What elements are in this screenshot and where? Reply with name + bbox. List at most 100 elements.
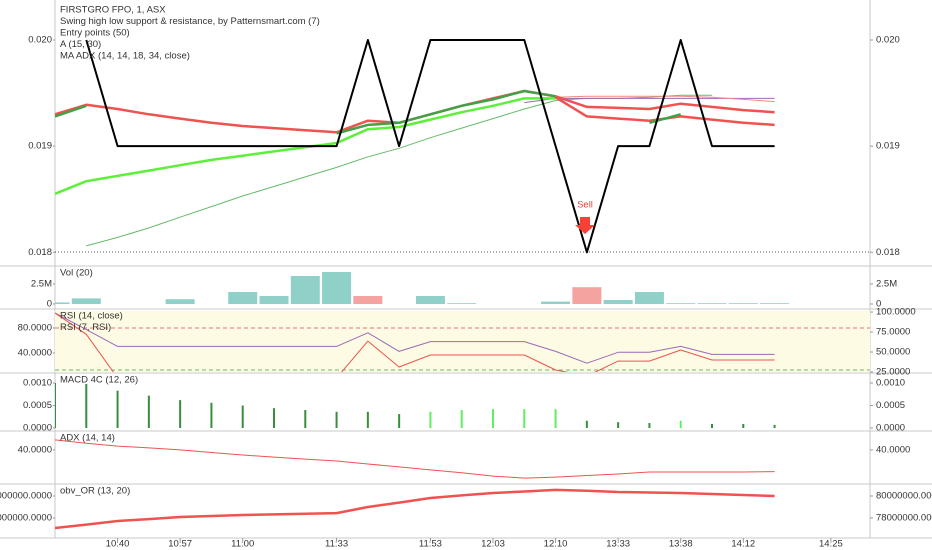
y-tick-label: 80000000.0000 (0, 491, 52, 502)
bar (773, 424, 776, 429)
y-tick-label: 40.0000 (18, 348, 52, 359)
legend-label: MACD 4C (12, 26) (60, 375, 138, 386)
bar (85, 383, 88, 429)
bar (541, 301, 571, 304)
bar (353, 296, 383, 304)
x-tick-label: 13:33 (606, 539, 630, 550)
y-tick-label: 0.020 (28, 35, 52, 46)
y-tick-label: 80.0000 (18, 323, 52, 334)
legend-label: Entry points (50) (60, 28, 130, 39)
y-tick-label: 0.0005 (23, 400, 52, 411)
y-tick-label: 78000000.0000 (0, 513, 52, 524)
series-line (55, 312, 775, 372)
series-line (85, 39, 775, 254)
y-tick-label-right: 0.019 (876, 141, 900, 152)
y-tick-label: 0.018 (28, 247, 52, 258)
bar (322, 272, 352, 304)
bar (116, 390, 119, 429)
x-tick-label: 11:33 (325, 539, 348, 550)
bar (760, 303, 790, 304)
chart-title: FIRSTGRO FPO, 1, ASX (60, 5, 166, 16)
y-tick-label-right: 2.5M (876, 279, 897, 290)
bar (147, 395, 150, 429)
bar (523, 409, 526, 429)
bar (447, 303, 477, 304)
bar (210, 402, 213, 429)
y-tick-label-right: 0.020 (876, 35, 900, 46)
pane (55, 39, 775, 254)
legend-label: MA ADX (14, 14, 18, 34, close) (60, 51, 190, 62)
bar (165, 299, 195, 304)
bar (679, 420, 682, 429)
bar (304, 410, 307, 429)
y-tick-label-right: 0.0005 (876, 400, 905, 411)
y-tick-label-right: 80000000.0000 (876, 491, 932, 502)
bar (55, 383, 56, 429)
y2-tick-label: 75.0000 (876, 327, 910, 338)
y2-tick-label: 25.0000 (876, 367, 910, 378)
y-tick-label: 0 (47, 299, 52, 310)
y-tick-label-right: 78000000.0000 (876, 513, 932, 524)
y-tick-label: 0.019 (28, 141, 52, 152)
bar (648, 423, 651, 429)
series-line (55, 488, 775, 530)
y2-tick-label: 50.0000 (876, 347, 910, 358)
series-line (55, 97, 556, 196)
pane (55, 488, 775, 530)
bar (290, 276, 320, 304)
bar (460, 410, 463, 429)
bar (697, 303, 727, 304)
bar (335, 411, 338, 429)
x-tick-label: 12:03 (481, 539, 505, 550)
y-tick-label-right: 0.0010 (876, 378, 905, 389)
bar (429, 411, 432, 429)
bar (179, 400, 182, 429)
bar (366, 411, 369, 429)
bar (554, 409, 557, 429)
x-tick-label: 10:57 (168, 539, 192, 550)
bar (398, 414, 401, 429)
pane (55, 439, 775, 479)
bar (228, 292, 258, 304)
bar (603, 300, 633, 304)
bar (572, 287, 602, 304)
bar (711, 423, 714, 429)
bar (259, 296, 289, 304)
bar (585, 420, 588, 429)
legend-label: obv_OR (13, 20) (60, 486, 130, 497)
legend-label: RSI (7, RSI) (60, 322, 111, 333)
marks (53, 39, 873, 541)
legend-label: RSI (14, close) (60, 311, 123, 322)
bar (728, 303, 758, 304)
x-tick-label: 14:12 (731, 539, 755, 550)
y-tick-label: 40.0000 (18, 444, 52, 455)
legend-label: Swing high low support & resistance, by … (60, 16, 320, 27)
legend-label: A (15, 30) (60, 39, 101, 50)
bar (241, 405, 244, 429)
y-tick-label-right: 0.0000 (876, 423, 905, 434)
bar (666, 303, 696, 304)
x-tick-label: 14:25 (819, 539, 843, 550)
legend-label: ADX (14, 14) (60, 433, 115, 444)
y-tick-label: 0.0010 (23, 378, 52, 389)
x-tick-label: 11:00 (231, 539, 254, 550)
pane (55, 272, 790, 304)
legend-label: Vol (20) (60, 268, 93, 279)
labels: 0.020 0.020 0.019 0.019 0.018 0.018 FIRSTGRO F… (0, 5, 932, 550)
bar (617, 422, 620, 429)
bar (634, 292, 664, 304)
sell-arrow (575, 217, 595, 234)
bar (492, 409, 495, 429)
y-tick-label-right: 0.018 (876, 247, 900, 258)
bar (71, 298, 101, 304)
x-tick-label: 13:38 (669, 539, 693, 550)
series-line (55, 312, 775, 364)
sell-label: Sell (577, 200, 593, 211)
pane (55, 383, 776, 429)
bar (55, 302, 70, 304)
pane (55, 312, 775, 372)
bar (742, 423, 745, 429)
y-tick-label-right: 0 (876, 299, 881, 310)
